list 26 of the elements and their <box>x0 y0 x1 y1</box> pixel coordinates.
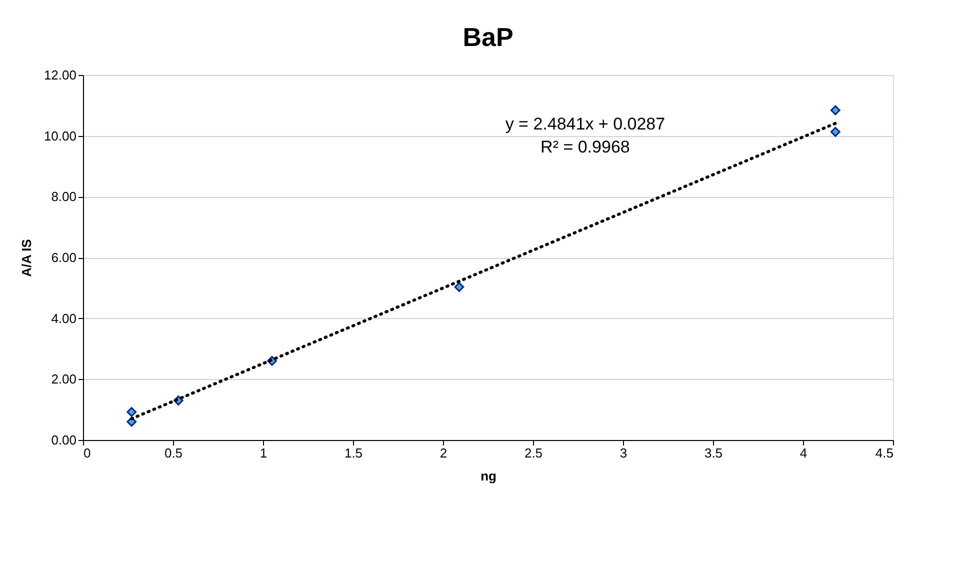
x-tick-label: 3.5 <box>704 446 723 460</box>
x-tick-label: 3 <box>620 446 628 460</box>
x-tick-label: 0 <box>84 446 91 460</box>
x-tick-label: 2.5 <box>524 446 543 460</box>
point <box>454 282 464 292</box>
x-tick-label: 4.5 <box>875 446 894 460</box>
point <box>126 407 137 417</box>
x-tick-label: 4 <box>800 446 808 460</box>
y-tick-label: 10.00 <box>44 128 76 144</box>
y-tick-label: 6.00 <box>51 250 76 265</box>
x-tick-label: 0.5 <box>164 446 183 460</box>
point <box>830 126 840 137</box>
chart-title: BaP <box>462 22 514 52</box>
annotation: y = 2.4841x + 0.0287 <box>505 114 666 134</box>
y-tick-label: 12.00 <box>44 68 76 82</box>
point <box>830 105 840 116</box>
annotation: R² = 0.9968 <box>540 137 630 156</box>
y-tick-label: 8.00 <box>51 189 76 204</box>
y-tick-label: 2.00 <box>51 372 76 387</box>
x-tick-label: 1.5 <box>344 446 363 460</box>
x-axis-title: ng <box>480 468 496 484</box>
x-tick-label: 2 <box>440 446 448 460</box>
x-tick-label: 1 <box>260 446 268 460</box>
y-tick-label: 0.00 <box>51 432 76 448</box>
y-tick-label: 4.00 <box>51 310 76 326</box>
y-axis-title: A/A IS <box>18 238 34 277</box>
